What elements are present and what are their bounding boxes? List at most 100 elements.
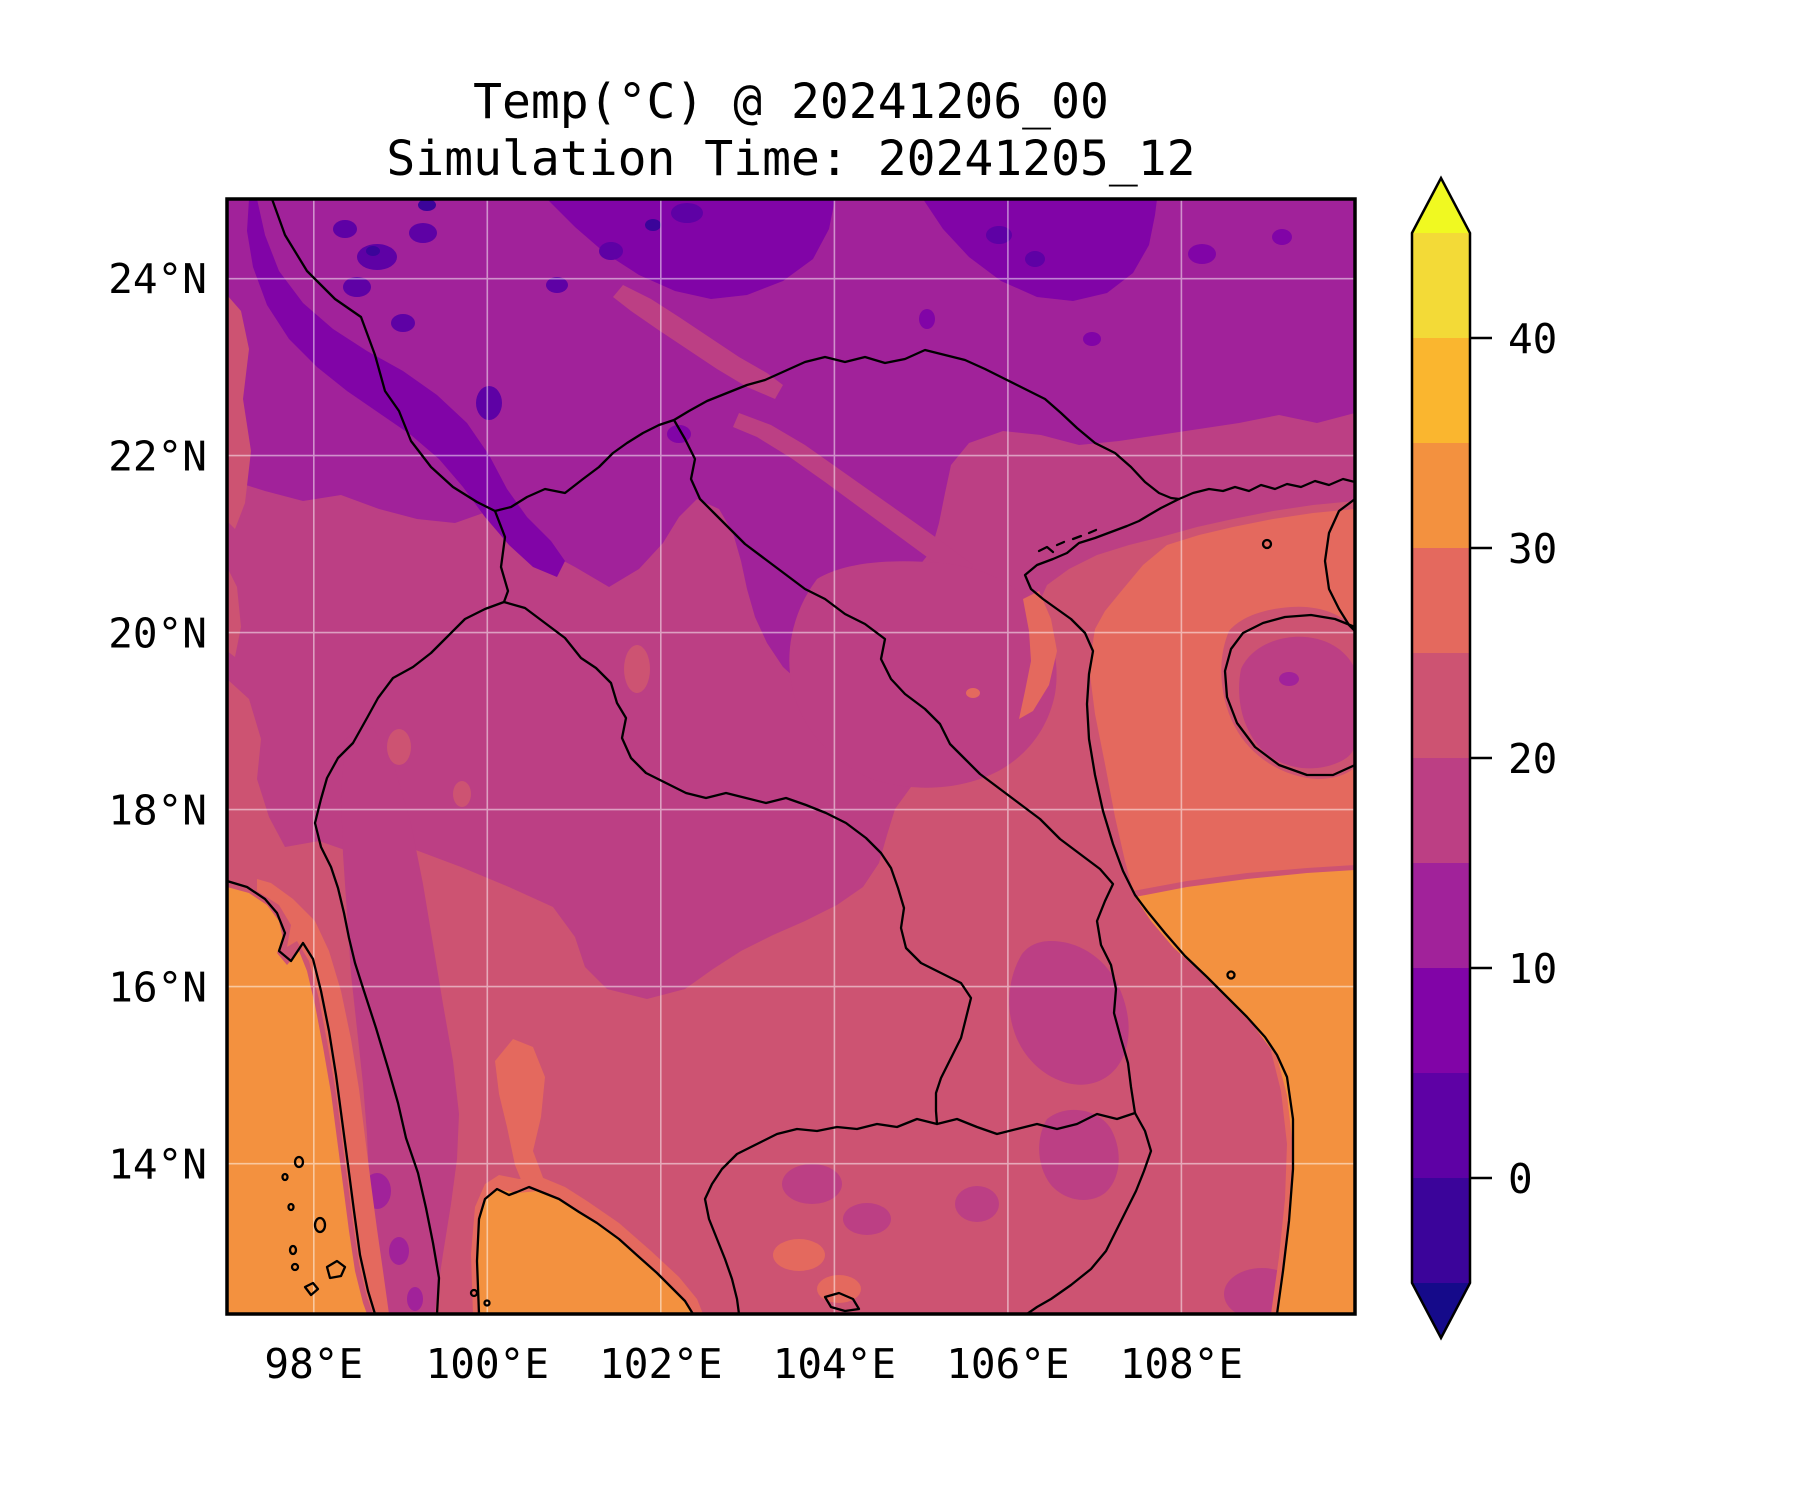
colorbar-band-5-10 (1412, 968, 1470, 1073)
colorbar-band-25-30 (1412, 548, 1470, 653)
contour-top-middle-5-10 (547, 199, 835, 299)
coastline-myanmar (227, 879, 377, 1314)
cold-pocket (333, 220, 357, 238)
coastline-halong-islets (1037, 528, 1098, 554)
island (281, 1172, 289, 1182)
cold-pocket (986, 226, 1012, 244)
cold-pocket (343, 277, 371, 297)
contour-china-spot (1272, 229, 1292, 245)
cold-pocket (546, 277, 568, 293)
x-tick-102e: 102°E (599, 1340, 722, 1388)
colorbar-band--5-0 (1412, 1178, 1470, 1283)
y-tick-20n: 20°N (108, 610, 207, 658)
contour-delta-coast-fringe (1019, 591, 1057, 719)
contour-gulf-of-thailand-30-35 (477, 1189, 693, 1314)
colorbar: 40 30 20 10 0 (1410, 175, 1557, 1341)
colorbar-band-0-5 (1412, 1073, 1470, 1178)
colorbar-band-40-45 (1412, 233, 1470, 338)
border-myanmar-china-laos-vietnam (270, 199, 1181, 513)
contour-valley-spot (453, 781, 471, 807)
island (288, 1244, 298, 1256)
island (303, 1281, 320, 1297)
contour-cambodia-hills (843, 1203, 891, 1235)
contour-chiangmai-valley (387, 729, 411, 765)
border-myanmar-laos (493, 509, 510, 604)
plot-title: Temp(°C) @ 20241206_00 (473, 74, 1109, 130)
contour-highland-patch (955, 1186, 999, 1222)
contour-nwvietnam-highlands (789, 561, 1057, 788)
colorbar-arrow-under (1412, 1283, 1470, 1338)
contour-hainan-interior (1239, 636, 1355, 769)
contour-warm-valley-dot (966, 688, 980, 698)
x-tick-108e: 108°E (1120, 1340, 1243, 1388)
contour-china-spot (919, 309, 935, 329)
contour-andaman-sea-30-35 (227, 887, 367, 1314)
island (325, 1259, 347, 1280)
contour-coldest-specks (366, 199, 661, 256)
lake-tonle-sap (823, 1291, 861, 1313)
colorbar-label-20: 20 (1508, 735, 1557, 783)
contour-china-spot (1083, 332, 1101, 346)
contour-myanmar-coast-fringe (257, 879, 389, 1314)
map-plot-area (227, 199, 1355, 1314)
colorbar-band-35-40 (1412, 338, 1470, 443)
cold-pocket (599, 242, 623, 260)
coldest-speck (645, 219, 661, 231)
x-tick-100e: 100°E (426, 1340, 549, 1388)
cold-pocket (409, 223, 437, 243)
cold-pocket (671, 203, 703, 223)
graticule (227, 199, 1355, 1314)
cold-pocket (1025, 251, 1045, 267)
contour-thai-west-mountains (341, 727, 459, 1314)
border-cambodia-vietnam (1025, 1111, 1153, 1314)
colorbar-label-0: 0 (1508, 1155, 1533, 1203)
colorbar-outline (1410, 175, 1472, 1341)
border-thailand-myanmar (313, 600, 506, 1314)
cold-pocket (476, 386, 502, 420)
coldest-speck (418, 199, 436, 211)
cold-pocket (391, 314, 415, 332)
colorbar-label-30: 30 (1508, 525, 1557, 573)
coastline-leizhou (1323, 497, 1355, 633)
map-frame (225, 197, 1357, 1316)
island (290, 1262, 300, 1272)
coldest-speck (366, 246, 380, 256)
island (287, 1202, 295, 1212)
colorbar-arrow-over (1412, 178, 1470, 233)
contour-valley-strip-yunnan (613, 285, 783, 399)
contour-annamite-patch (1009, 941, 1129, 1085)
border-thailand-laos (502, 600, 973, 1126)
border-laos-vietnam (672, 418, 1137, 1115)
coastline-gulf-of-thailand (475, 1185, 695, 1314)
border-laos-cambodia (935, 1111, 1137, 1136)
y-tick-16n: 16°N (108, 964, 207, 1012)
plot-subtitle: Simulation Time: 20241205_12 (386, 131, 1195, 187)
border-thailand-cambodia (703, 1117, 939, 1314)
x-tick-106e: 106°E (946, 1340, 1069, 1388)
y-tick-14n: 14°N (108, 1141, 207, 1189)
colorbar-label-10: 10 (1508, 945, 1557, 993)
islands (281, 538, 1273, 1313)
contour-annamite-patch (1039, 1109, 1119, 1200)
x-axis-labels: 98°E 100°E 102°E 104°E 106°E 108°E (264, 1340, 1243, 1388)
contour-china-spot (1188, 244, 1216, 264)
island (313, 1216, 327, 1234)
contour-west-valley-strip (227, 567, 241, 657)
island (469, 1288, 479, 1298)
contour-hainan-cool-spot (1279, 672, 1299, 686)
coastline-vietnam-china (1023, 477, 1355, 1314)
colorbar-band-30-35 (1412, 443, 1470, 548)
contour-nw-mountains-5-10 (247, 199, 565, 577)
contour-peninsula-cool-spot (389, 1237, 409, 1265)
y-tick-22n: 22°N (108, 433, 207, 481)
contour-west-valley-strip (227, 295, 251, 529)
contour-cold-pockets-0-5 (333, 203, 1045, 420)
contour-cambodia-hills (782, 1164, 842, 1204)
contour-south-china-sea-30-35 (1135, 870, 1355, 1314)
colorbar-label-40: 40 (1508, 315, 1557, 363)
x-tick-98e: 98°E (264, 1340, 363, 1388)
contour-central-thailand-warm-tongue (495, 1039, 557, 1221)
contour-tonlesap-warm (773, 1239, 825, 1271)
